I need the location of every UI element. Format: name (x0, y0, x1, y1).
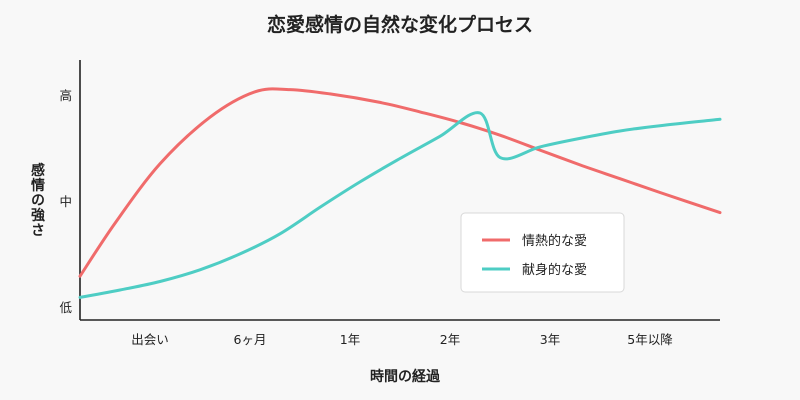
x-tick-label: 1年 (340, 332, 360, 347)
y-tick-label: 低 (59, 300, 72, 315)
legend-label: 情熱的な愛 (522, 233, 587, 249)
legend-box (460, 212, 625, 293)
y-tick-label: 高 (59, 88, 72, 103)
chart-title: 恋愛感情の自然な変化プロセス (267, 13, 533, 36)
x-tick-label: 出会い (131, 332, 169, 347)
series-layer (78, 87, 722, 299)
x-tick-label: 5年以降 (627, 332, 673, 347)
x-tick-label: 6ヶ月 (234, 332, 267, 347)
y-tick-label: 中 (59, 194, 72, 209)
series-line-2 (78, 111, 722, 299)
x-axis-label: 時間の経過 (370, 368, 441, 385)
legend-label: 献身的な愛 (522, 262, 587, 278)
x-tick-label: 2年 (440, 332, 460, 347)
y-axis-label: 感情の強さ (29, 162, 45, 238)
y-ticks: 低中高 (59, 88, 72, 315)
series-line-1 (78, 87, 722, 278)
x-ticks: 出会い 6ヶ月 1年 2年 3年 5年以降 (131, 332, 673, 347)
x-tick-label: 3年 (540, 332, 560, 347)
